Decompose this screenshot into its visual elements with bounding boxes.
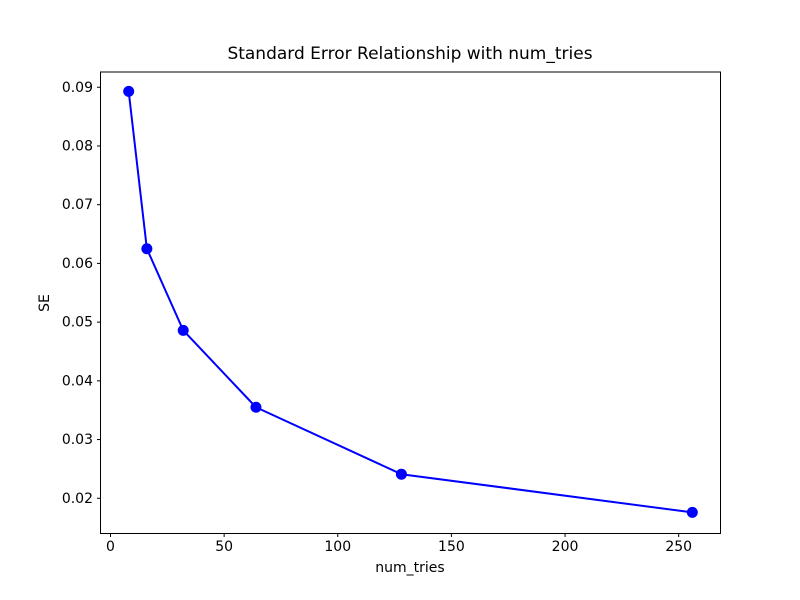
y-tick-label: 0.06 xyxy=(62,256,93,272)
x-axis-label: num_tries xyxy=(375,560,445,576)
x-tick-label: 0 xyxy=(106,539,115,555)
y-axis-label: SE xyxy=(37,294,53,312)
x-tick-label: 200 xyxy=(552,539,579,555)
data-point xyxy=(177,324,189,336)
series-line xyxy=(127,91,693,514)
y-tick-label: 0.03 xyxy=(62,432,93,448)
data-point xyxy=(395,468,407,480)
x-tick-label: 250 xyxy=(665,539,692,555)
axes-spines xyxy=(100,71,721,534)
y-tick-label: 0.02 xyxy=(62,491,93,507)
data-point xyxy=(141,243,153,255)
chart-title: Standard Error Relationship with num_tri… xyxy=(227,44,593,64)
y-tick-label: 0.07 xyxy=(62,197,93,213)
data-point xyxy=(123,85,135,97)
x-tick-label: 100 xyxy=(324,539,351,555)
data-point xyxy=(250,401,262,413)
y-tick-label: 0.05 xyxy=(62,315,93,331)
data-point xyxy=(686,506,698,518)
y-tick-label: 0.09 xyxy=(62,80,93,96)
y-tick-label: 0.04 xyxy=(62,373,93,389)
x-tick-label: 50 xyxy=(215,539,233,555)
y-tick-label: 0.08 xyxy=(62,138,93,154)
x-tick-label: 150 xyxy=(438,539,465,555)
